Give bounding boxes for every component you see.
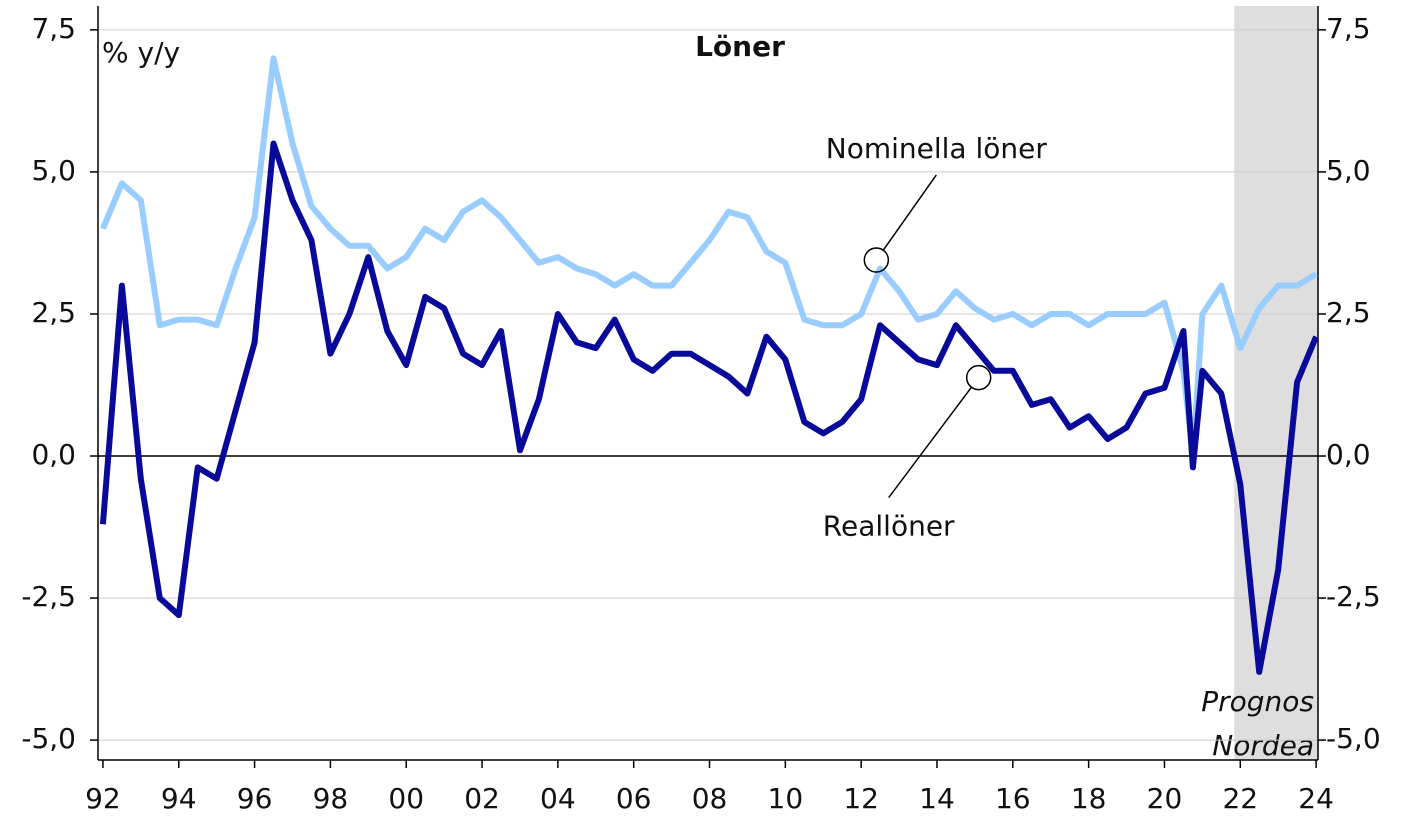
series-line xyxy=(100,55,1318,459)
forecast-region xyxy=(1234,6,1318,760)
y2-tick-label: 7,5 xyxy=(1326,12,1371,45)
x-tick-label: 16 xyxy=(995,782,1031,815)
forecast-label: Nordea xyxy=(1212,729,1314,762)
x-tick-label: 92 xyxy=(85,782,121,815)
x-tick-label: 22 xyxy=(1222,782,1258,815)
x-tick-label: 06 xyxy=(616,782,652,815)
y2-tick-label: -5,0 xyxy=(1326,722,1381,755)
x-tick-label: 14 xyxy=(919,782,955,815)
y-tick-label: -5,0 xyxy=(21,722,76,755)
y-tick-label: 7,5 xyxy=(31,12,76,45)
x-tick-label: 18 xyxy=(1071,782,1107,815)
chart-title: Löner xyxy=(695,30,785,63)
y-tick-label: 2,5 xyxy=(31,296,76,329)
y2-tick-label: 0,0 xyxy=(1326,438,1371,471)
y-tick-label: -2,5 xyxy=(21,580,76,613)
x-tick-label: 08 xyxy=(692,782,728,815)
x-tick-label: 12 xyxy=(843,782,879,815)
annotation-leader xyxy=(888,386,973,499)
series-line xyxy=(99,140,1319,675)
y-tick-label: 0,0 xyxy=(31,438,76,471)
y2-tick-label: 2,5 xyxy=(1326,296,1371,329)
annotation-leader xyxy=(882,174,937,251)
x-tick-label: 96 xyxy=(237,782,273,815)
x-tick-label: 20 xyxy=(1147,782,1183,815)
annotation-label: Nominella löner xyxy=(826,132,1048,165)
x-tick-label: 10 xyxy=(768,782,804,815)
x-tick-label: 02 xyxy=(464,782,500,815)
x-tick-label: 98 xyxy=(313,782,349,815)
y2-tick-label: -2,5 xyxy=(1326,580,1381,613)
x-tick-label: 00 xyxy=(388,782,424,815)
annotation-marker xyxy=(863,247,890,273)
x-tick-label: 94 xyxy=(161,782,197,815)
y-axis-label: % y/y xyxy=(102,36,180,69)
forecast-label: Prognos xyxy=(1201,685,1314,718)
x-tick-label: 04 xyxy=(540,782,576,815)
annotation-label: Reallöner xyxy=(823,510,955,543)
x-tick-label: 24 xyxy=(1298,782,1334,815)
y-tick-label: 5,0 xyxy=(31,154,76,187)
annotation-marker xyxy=(965,364,992,391)
y2-tick-label: 5,0 xyxy=(1326,154,1371,187)
